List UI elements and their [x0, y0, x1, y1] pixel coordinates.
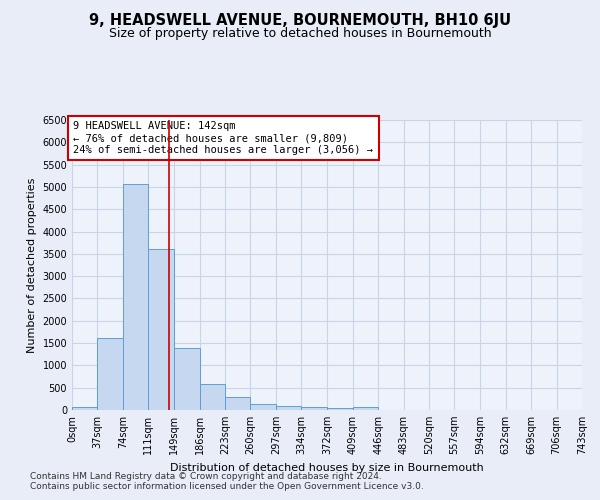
Bar	[328, 408, 353, 410]
Y-axis label: Number of detached properties: Number of detached properties	[27, 178, 37, 352]
Bar	[276, 406, 301, 410]
Text: 9, HEADSWELL AVENUE, BOURNEMOUTH, BH10 6JU: 9, HEADSWELL AVENUE, BOURNEMOUTH, BH10 6…	[89, 12, 511, 28]
Text: Contains HM Land Registry data © Crown copyright and database right 2024.: Contains HM Land Registry data © Crown c…	[30, 472, 382, 481]
Bar	[301, 406, 328, 410]
Bar	[225, 398, 250, 410]
Bar	[174, 348, 200, 410]
Text: Contains public sector information licensed under the Open Government Licence v3: Contains public sector information licen…	[30, 482, 424, 491]
Text: Size of property relative to detached houses in Bournemouth: Size of property relative to detached ho…	[109, 28, 491, 40]
Bar	[250, 404, 276, 410]
Bar	[200, 384, 225, 410]
Bar	[148, 250, 174, 410]
Bar	[72, 406, 97, 410]
Bar	[123, 184, 148, 410]
Bar	[97, 338, 123, 410]
X-axis label: Distribution of detached houses by size in Bournemouth: Distribution of detached houses by size …	[170, 462, 484, 472]
Text: 9 HEADSWELL AVENUE: 142sqm
← 76% of detached houses are smaller (9,809)
24% of s: 9 HEADSWELL AVENUE: 142sqm ← 76% of deta…	[73, 122, 373, 154]
Bar	[353, 408, 378, 410]
